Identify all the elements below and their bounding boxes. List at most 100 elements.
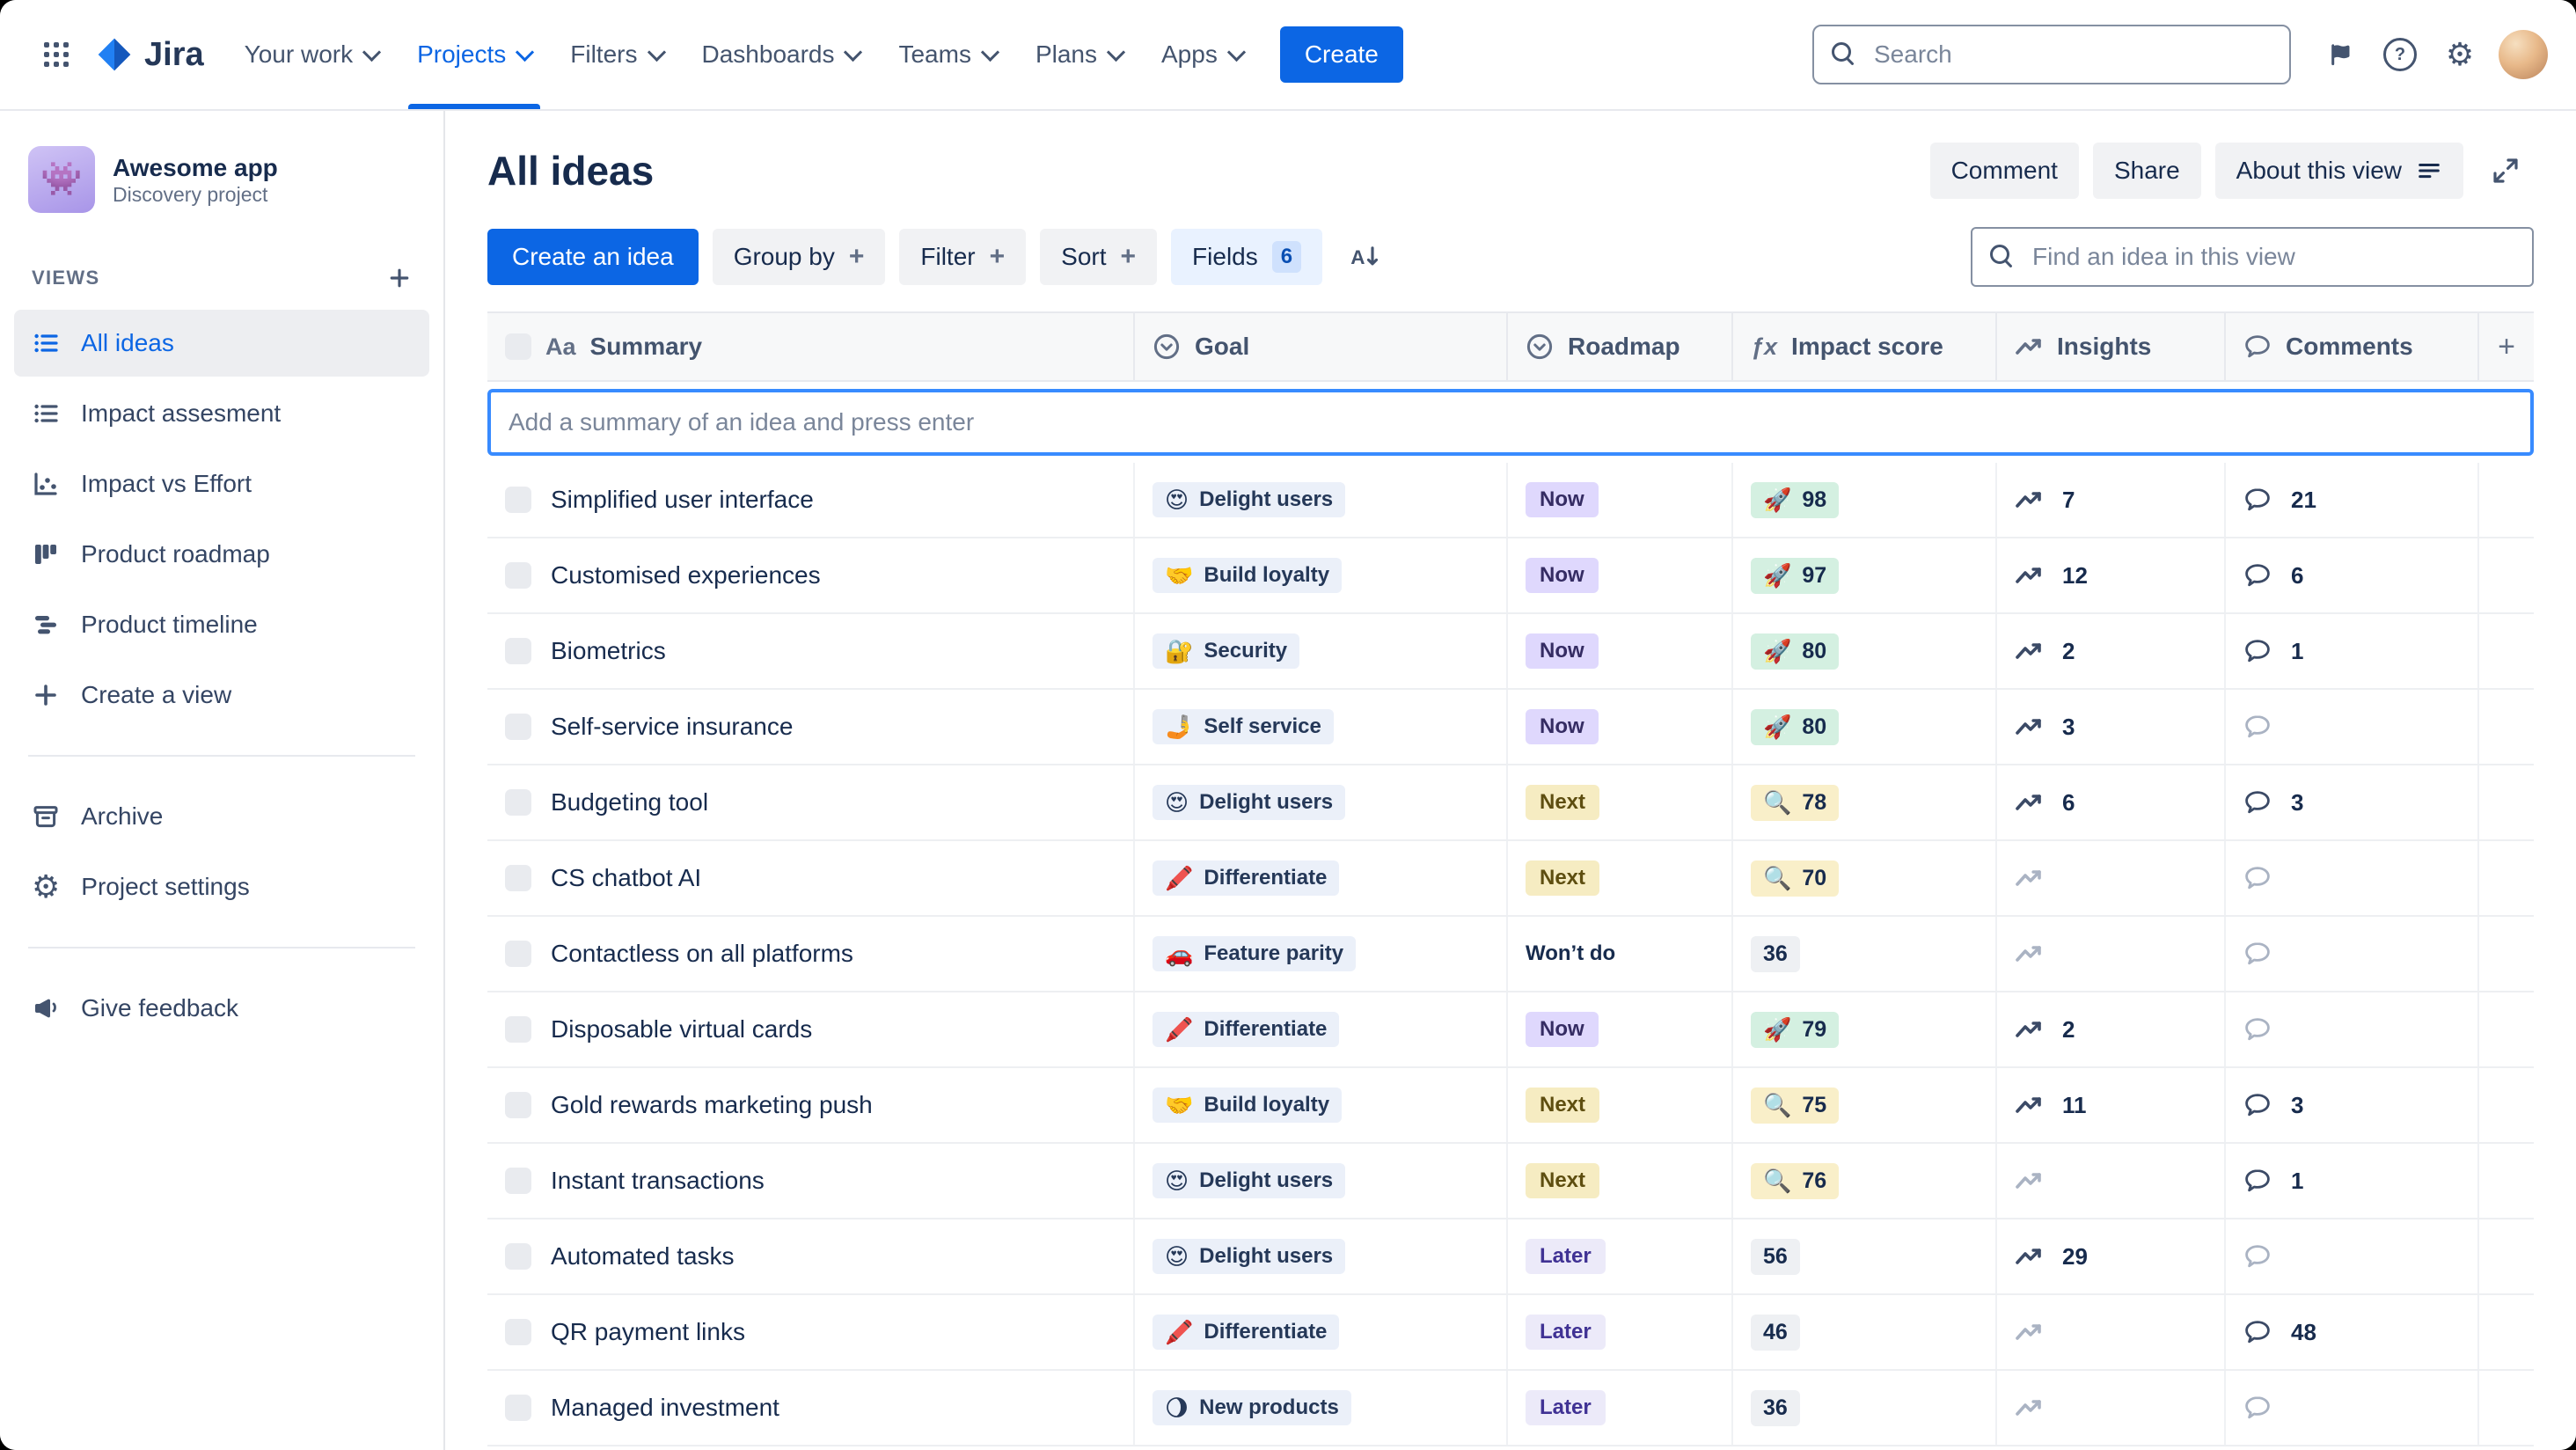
nav-plans[interactable]: Plans: [1016, 0, 1142, 109]
nav-filters[interactable]: Filters: [551, 0, 682, 109]
comments-cell[interactable]: [2226, 1219, 2479, 1293]
comments-cell[interactable]: 21: [2226, 463, 2479, 537]
impact-score-cell[interactable]: 36: [1733, 917, 1997, 991]
nav-projects[interactable]: Projects: [398, 0, 551, 109]
insights-cell[interactable]: [1997, 841, 2226, 915]
add-idea-row[interactable]: [487, 389, 2534, 456]
announcement-button[interactable]: [2312, 26, 2368, 83]
goal-cell[interactable]: 😍 Delight users: [1135, 463, 1508, 537]
goal-cell[interactable]: 🖍️ Differentiate: [1135, 1295, 1508, 1369]
comments-cell[interactable]: [2226, 690, 2479, 764]
add-idea-input[interactable]: [487, 389, 2534, 456]
goal-cell[interactable]: 🌖 New products: [1135, 1371, 1508, 1445]
insights-cell[interactable]: [1997, 917, 2226, 991]
comments-cell[interactable]: [2226, 992, 2479, 1066]
impact-score-cell[interactable]: 🔍 75: [1733, 1068, 1997, 1142]
summary-cell[interactable]: Contactless on all platforms: [487, 917, 1135, 991]
nav-dashboards[interactable]: Dashboards: [683, 0, 880, 109]
fields-button[interactable]: Fields 6: [1171, 229, 1323, 285]
column-header-insights[interactable]: Insights: [1997, 313, 2226, 380]
goal-cell[interactable]: 🖍️ Differentiate: [1135, 841, 1508, 915]
share-button[interactable]: Share: [2092, 143, 2201, 199]
table-row[interactable]: Contactless on all platforms 🚗 Feature p…: [487, 917, 2534, 992]
sidebar-item-archive[interactable]: Archive: [14, 783, 429, 850]
insights-cell[interactable]: 7: [1997, 463, 2226, 537]
add-column-button[interactable]: +: [2498, 329, 2515, 363]
sidebar-item-create-a-view[interactable]: Create a view: [14, 662, 429, 729]
summary-cell[interactable]: Gold rewards marketing push: [487, 1068, 1135, 1142]
comments-cell[interactable]: 48: [2226, 1295, 2479, 1369]
comments-cell[interactable]: 3: [2226, 765, 2479, 839]
column-header-roadmap[interactable]: Roadmap: [1508, 313, 1733, 380]
global-search-input[interactable]: [1870, 39, 2272, 70]
column-header-impact-score[interactable]: ƒx Impact score: [1733, 313, 1997, 380]
table-row[interactable]: Automated tasks 😍 Delight users Later 56…: [487, 1219, 2534, 1295]
summary-cell[interactable]: Disposable virtual cards: [487, 992, 1135, 1066]
roadmap-cell[interactable]: Now: [1508, 538, 1733, 612]
roadmap-cell[interactable]: Now: [1508, 690, 1733, 764]
sidebar-item-impact-vs-effort[interactable]: Impact vs Effort: [14, 450, 429, 517]
table-row[interactable]: Disposable virtual cards 🖍️ Differentiat…: [487, 992, 2534, 1068]
app-switcher-button[interactable]: [28, 26, 84, 83]
goal-cell[interactable]: 🔐 Security: [1135, 614, 1508, 688]
table-row[interactable]: Budgeting tool 😍 Delight users Next 🔍 78…: [487, 765, 2534, 841]
column-header-comments[interactable]: Comments: [2226, 313, 2479, 380]
summary-cell[interactable]: Customised experiences: [487, 538, 1135, 612]
roadmap-cell[interactable]: Next: [1508, 1068, 1733, 1142]
row-checkbox[interactable]: [505, 714, 531, 740]
nav-your-work[interactable]: Your work: [225, 0, 398, 109]
nav-apps[interactable]: Apps: [1142, 0, 1262, 109]
find-idea-input[interactable]: [2029, 241, 2514, 273]
comments-cell[interactable]: 3: [2226, 1068, 2479, 1142]
goal-cell[interactable]: 🤳 Self service: [1135, 690, 1508, 764]
table-row[interactable]: CS chatbot AI 🖍️ Differentiate Next 🔍 70: [487, 841, 2534, 917]
impact-score-cell[interactable]: 🚀 79: [1733, 992, 1997, 1066]
impact-score-cell[interactable]: 36: [1733, 1371, 1997, 1445]
summary-cell[interactable]: CS chatbot AI: [487, 841, 1135, 915]
goal-cell[interactable]: 🖍️ Differentiate: [1135, 992, 1508, 1066]
select-all-checkbox[interactable]: [505, 333, 531, 360]
goal-cell[interactable]: 🤝 Build loyalty: [1135, 538, 1508, 612]
help-button[interactable]: ?: [2372, 26, 2428, 83]
column-header-summary[interactable]: Aa Summary: [487, 313, 1135, 380]
roadmap-cell[interactable]: Later: [1508, 1295, 1733, 1369]
insights-cell[interactable]: 2: [1997, 992, 2226, 1066]
create-an-idea-button[interactable]: Create an idea: [487, 229, 699, 285]
table-row[interactable]: Biometrics 🔐 Security Now 🚀 80 2 1: [487, 614, 2534, 690]
project-header[interactable]: 👾 Awesome app Discovery project: [0, 135, 443, 223]
roadmap-cell[interactable]: Now: [1508, 992, 1733, 1066]
row-checkbox[interactable]: [505, 789, 531, 816]
insights-cell[interactable]: 12: [1997, 538, 2226, 612]
goal-cell[interactable]: 😍 Delight users: [1135, 1219, 1508, 1293]
sort-az-button[interactable]: A: [1336, 229, 1393, 285]
sidebar-item-product-timeline[interactable]: Product timeline: [14, 591, 429, 658]
insights-cell[interactable]: 29: [1997, 1219, 2226, 1293]
sidebar-item-all-ideas[interactable]: All ideas: [14, 310, 429, 377]
roadmap-cell[interactable]: Won’t do: [1508, 917, 1733, 991]
jira-logo[interactable]: Jira: [88, 35, 222, 74]
goal-cell[interactable]: 🤝 Build loyalty: [1135, 1068, 1508, 1142]
row-checkbox[interactable]: [505, 562, 531, 589]
impact-score-cell[interactable]: 🔍 70: [1733, 841, 1997, 915]
goal-cell[interactable]: 🚗 Feature parity: [1135, 917, 1508, 991]
impact-score-cell[interactable]: 56: [1733, 1219, 1997, 1293]
roadmap-cell[interactable]: Next: [1508, 1144, 1733, 1218]
table-row[interactable]: QR payment links 🖍️ Differentiate Later …: [487, 1295, 2534, 1371]
goal-cell[interactable]: 😍 Delight users: [1135, 765, 1508, 839]
insights-cell[interactable]: 2: [1997, 614, 2226, 688]
summary-cell[interactable]: Biometrics: [487, 614, 1135, 688]
roadmap-cell[interactable]: Next: [1508, 841, 1733, 915]
sidebar-item-product-roadmap[interactable]: Product roadmap: [14, 521, 429, 588]
insights-cell[interactable]: 6: [1997, 765, 2226, 839]
table-row[interactable]: Instant transactions 😍 Delight users Nex…: [487, 1144, 2534, 1219]
summary-cell[interactable]: Self-service insurance: [487, 690, 1135, 764]
row-checkbox[interactable]: [505, 941, 531, 967]
row-checkbox[interactable]: [505, 638, 531, 664]
row-checkbox[interactable]: [505, 1395, 531, 1421]
sidebar-item-impact-assesment[interactable]: Impact assesment: [14, 380, 429, 447]
comments-cell[interactable]: [2226, 917, 2479, 991]
roadmap-cell[interactable]: Later: [1508, 1371, 1733, 1445]
summary-cell[interactable]: Budgeting tool: [487, 765, 1135, 839]
roadmap-cell[interactable]: Now: [1508, 463, 1733, 537]
goal-cell[interactable]: 😍 Delight users: [1135, 1144, 1508, 1218]
